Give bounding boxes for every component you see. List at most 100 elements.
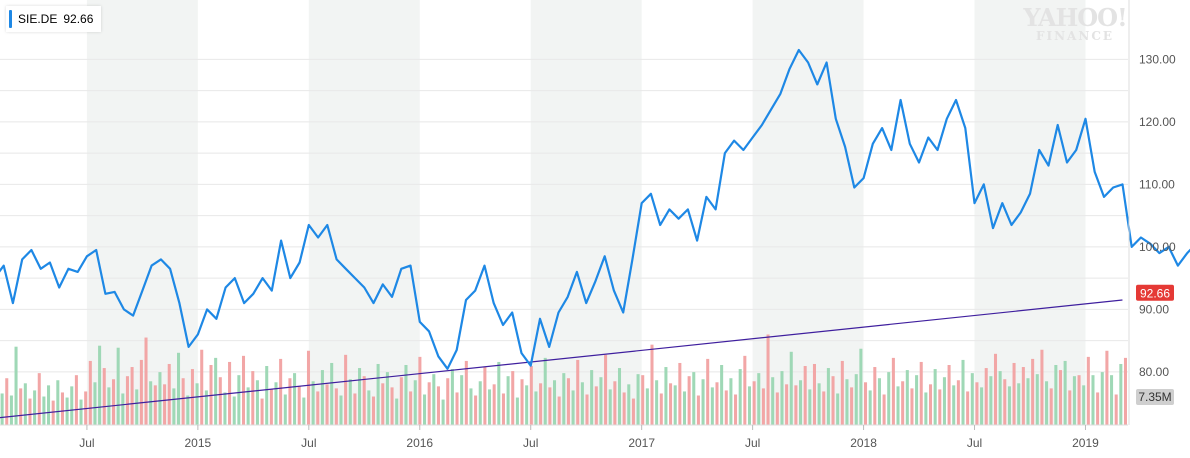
volume-bar xyxy=(172,388,176,425)
volume-bar xyxy=(933,369,937,425)
volume-bar xyxy=(93,382,97,425)
volume-bar xyxy=(19,388,23,425)
volume-bar xyxy=(116,347,120,425)
volume-bar xyxy=(121,393,125,425)
volume-bar xyxy=(460,375,464,425)
volume-bar xyxy=(678,362,682,425)
volume-bar xyxy=(446,378,450,425)
volume-bar xyxy=(404,365,408,425)
volume-bar xyxy=(186,395,190,425)
volume-bar xyxy=(279,358,283,425)
volume-bar xyxy=(631,398,635,425)
volume-bar xyxy=(659,393,663,425)
volume-bar xyxy=(928,384,933,425)
volume-bar xyxy=(566,378,570,425)
symbol-value: 92.66 xyxy=(63,12,94,26)
volume-bar xyxy=(687,376,691,425)
volume-bar xyxy=(729,378,733,425)
volume-bar xyxy=(799,380,803,425)
x-tick-label: Jul xyxy=(79,436,94,450)
time-band xyxy=(308,0,420,425)
volume-bar xyxy=(938,389,942,425)
volume-bar xyxy=(905,370,909,425)
x-tick-label: 2017 xyxy=(628,436,655,450)
volume-bar xyxy=(515,397,519,425)
symbol-legend[interactable]: SIE.DE 92.66 xyxy=(6,6,102,32)
volume-bar xyxy=(780,371,784,425)
volume-bar xyxy=(785,384,789,425)
volume-bar xyxy=(339,395,343,425)
volume-bar xyxy=(724,390,728,425)
volume-bar xyxy=(255,380,259,425)
volume-bar xyxy=(590,370,594,425)
x-tick-label: Jul xyxy=(967,436,982,450)
volume-bar xyxy=(752,381,756,425)
volume-bar xyxy=(1086,356,1090,425)
volume-bar xyxy=(529,366,533,425)
volume-bar xyxy=(622,392,626,425)
volume-bar xyxy=(1012,362,1016,425)
volume-bar xyxy=(896,386,900,425)
volume-bar xyxy=(362,376,366,425)
volume-bar xyxy=(265,366,269,425)
volume-bar xyxy=(353,393,357,425)
volume-bar xyxy=(469,388,473,425)
volume-bar xyxy=(539,383,543,425)
volume-bar xyxy=(682,391,687,425)
volume-bar xyxy=(5,378,9,425)
volume-bar xyxy=(251,371,255,425)
symbol-label: SIE.DE xyxy=(18,12,58,26)
volume-bar xyxy=(283,394,287,425)
volume-bar xyxy=(952,385,956,425)
volume-bar xyxy=(1123,357,1127,425)
volume-bar xyxy=(585,394,589,425)
volume-bar xyxy=(14,346,18,425)
volume-bar xyxy=(497,361,501,425)
volume-bar xyxy=(998,371,1002,425)
volume-bar xyxy=(887,372,891,425)
volume-bar xyxy=(747,386,751,425)
volume-bar xyxy=(139,359,143,425)
volume-bar xyxy=(534,391,538,425)
volume-bar xyxy=(395,398,399,425)
volume-bar xyxy=(970,373,974,425)
volume-bar xyxy=(320,370,324,425)
x-tick-label: Jul xyxy=(745,436,760,450)
volume-bar xyxy=(664,367,668,425)
volume-bar xyxy=(608,389,612,425)
volume-bar xyxy=(873,367,877,425)
volume-bar xyxy=(1021,367,1025,425)
volume-bar xyxy=(436,386,440,425)
volume-bar xyxy=(645,388,649,425)
volume-bar xyxy=(246,387,250,425)
volume-bar xyxy=(74,375,78,425)
volume-bar xyxy=(47,385,51,425)
volume-bar xyxy=(919,361,923,425)
volume-bar xyxy=(1049,388,1053,425)
volume-bar xyxy=(594,386,598,425)
price-line xyxy=(0,48,1190,370)
volume-bar xyxy=(441,399,445,425)
volume-bar xyxy=(845,379,849,425)
volume-bar xyxy=(241,355,246,425)
volume-bar xyxy=(706,358,710,425)
volume-bar xyxy=(56,380,60,425)
volume-bar xyxy=(288,378,292,425)
volume-bar xyxy=(924,392,928,425)
volume-bar xyxy=(859,348,863,425)
volume-bar xyxy=(1100,372,1104,425)
volume-bar xyxy=(599,377,603,425)
volume-bar xyxy=(158,372,162,425)
volume-bar xyxy=(483,367,487,425)
volume-bar xyxy=(947,365,951,425)
volume-bar xyxy=(316,391,320,425)
volume-bar xyxy=(478,381,482,425)
volume-bar xyxy=(696,395,700,425)
y-tick-label: 80.00 xyxy=(1139,365,1169,379)
volume-bar xyxy=(710,387,714,425)
volume-bar xyxy=(348,379,352,425)
volume-bar xyxy=(37,373,41,425)
volume-bar xyxy=(1082,385,1086,425)
time-band xyxy=(974,0,1086,425)
volume-bar xyxy=(761,388,765,425)
